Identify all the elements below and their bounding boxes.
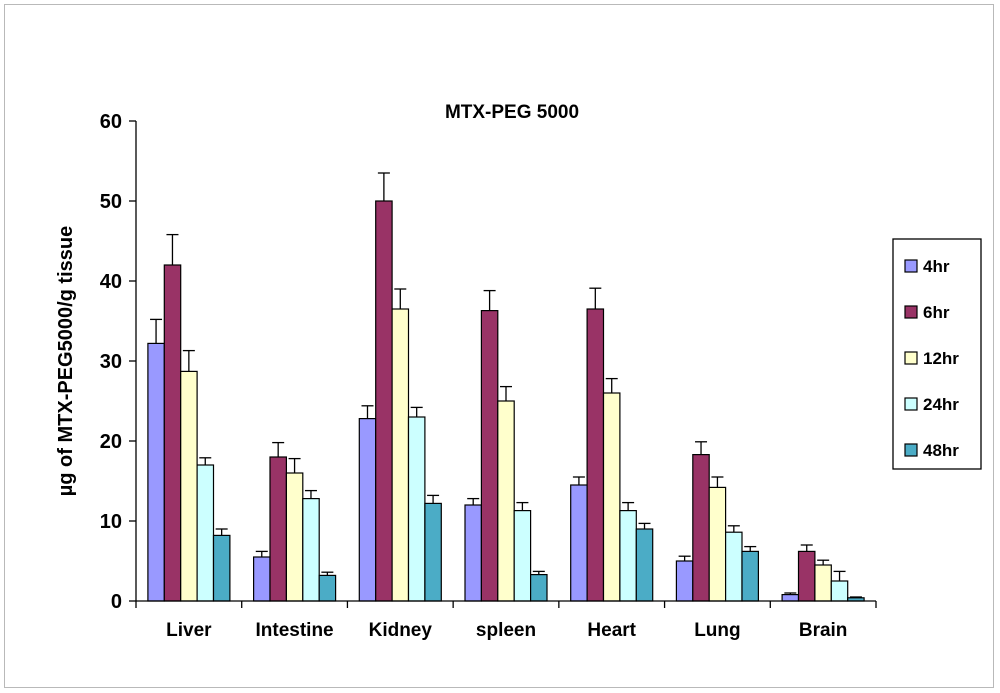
- bar-6hr-liver: [163, 264, 182, 602]
- legend-label-6hr: 6hr: [923, 303, 950, 322]
- legend-swatch-6hr: [904, 305, 918, 319]
- x-category-label: Lung: [694, 620, 740, 641]
- bar-24hr-heart: [619, 510, 637, 602]
- bar-12hr-lung: [708, 486, 727, 602]
- y-tick-label: 20: [100, 431, 122, 453]
- bar-4hr-brain: [781, 593, 800, 602]
- x-category-label: spleen: [476, 620, 536, 641]
- bar-4hr-liver: [147, 342, 165, 602]
- bar-24hr-brain: [830, 580, 849, 602]
- bar-12hr-brain: [814, 564, 832, 602]
- bar-12hr-spleen: [497, 400, 515, 602]
- bar-4hr-lung: [675, 560, 694, 602]
- bar-6hr-spleen: [480, 310, 499, 602]
- bar-48hr-spleen: [529, 573, 548, 602]
- bar-24hr-spleen: [513, 510, 532, 602]
- bar-48hr-lung: [741, 550, 759, 602]
- legend: 4hr 6hr 12hr 24hr 48hr: [892, 238, 982, 470]
- y-tick-label: 60: [100, 111, 122, 133]
- legend-label-12hr: 12hr: [923, 349, 959, 368]
- bar-6hr-heart: [586, 308, 605, 602]
- bar-6hr-brain: [797, 550, 816, 602]
- y-tick-label: 0: [111, 591, 122, 613]
- x-category-label: Heart: [587, 620, 636, 641]
- bar-6hr-intestine: [269, 456, 287, 602]
- y-tick-label: 10: [100, 511, 122, 533]
- legend-swatch-4hr: [904, 259, 918, 273]
- bar-12hr-intestine: [285, 472, 304, 602]
- x-category-label: Brain: [799, 620, 848, 641]
- legend-swatch-48hr: [904, 443, 918, 457]
- bar-4hr-kidney: [358, 418, 377, 602]
- bar-6hr-lung: [692, 454, 710, 602]
- axes-layer: 0 10 20 30 40 50 60 Liver Intestine Kidney spleen H…: [100, 111, 877, 641]
- y-tick-label: 50: [100, 191, 122, 213]
- legend-label-48hr: 48hr: [923, 441, 959, 460]
- legend-swatch-24hr: [904, 397, 918, 411]
- bar-12hr-liver: [180, 370, 198, 602]
- bar-4hr-spleen: [464, 504, 482, 602]
- x-category-label: Liver: [166, 620, 212, 641]
- bar-24hr-kidney: [407, 416, 426, 602]
- bar-24hr-lung: [724, 531, 743, 602]
- bar-48hr-liver: [212, 534, 231, 602]
- x-category-label: Kidney: [369, 620, 433, 641]
- y-tick-label: 40: [100, 271, 122, 293]
- bar-4hr-intestine: [253, 556, 271, 602]
- bar-12hr-kidney: [391, 308, 410, 602]
- bar-48hr-heart: [635, 528, 654, 602]
- bar-24hr-intestine: [302, 498, 320, 602]
- bars-layer: [147, 172, 865, 602]
- bar-12hr-heart: [602, 392, 621, 602]
- y-axis-label: µg of MTX-PEG5000/g tissue: [55, 226, 77, 496]
- bar-24hr-liver: [196, 464, 215, 602]
- bar-6hr-kidney: [375, 200, 393, 602]
- chart-title: MTX-PEG 5000: [445, 102, 579, 123]
- y-tick-label: 30: [100, 351, 122, 373]
- legend-label-24hr: 24hr: [923, 395, 959, 414]
- bar-48hr-kidney: [424, 502, 442, 602]
- chart-frame: [4, 4, 994, 688]
- bar-4hr-heart: [570, 484, 588, 602]
- legend-label-4hr: 4hr: [923, 257, 950, 276]
- bar-48hr-intestine: [318, 574, 337, 602]
- legend-swatch-12hr: [904, 351, 918, 365]
- x-category-label: Intestine: [256, 620, 334, 641]
